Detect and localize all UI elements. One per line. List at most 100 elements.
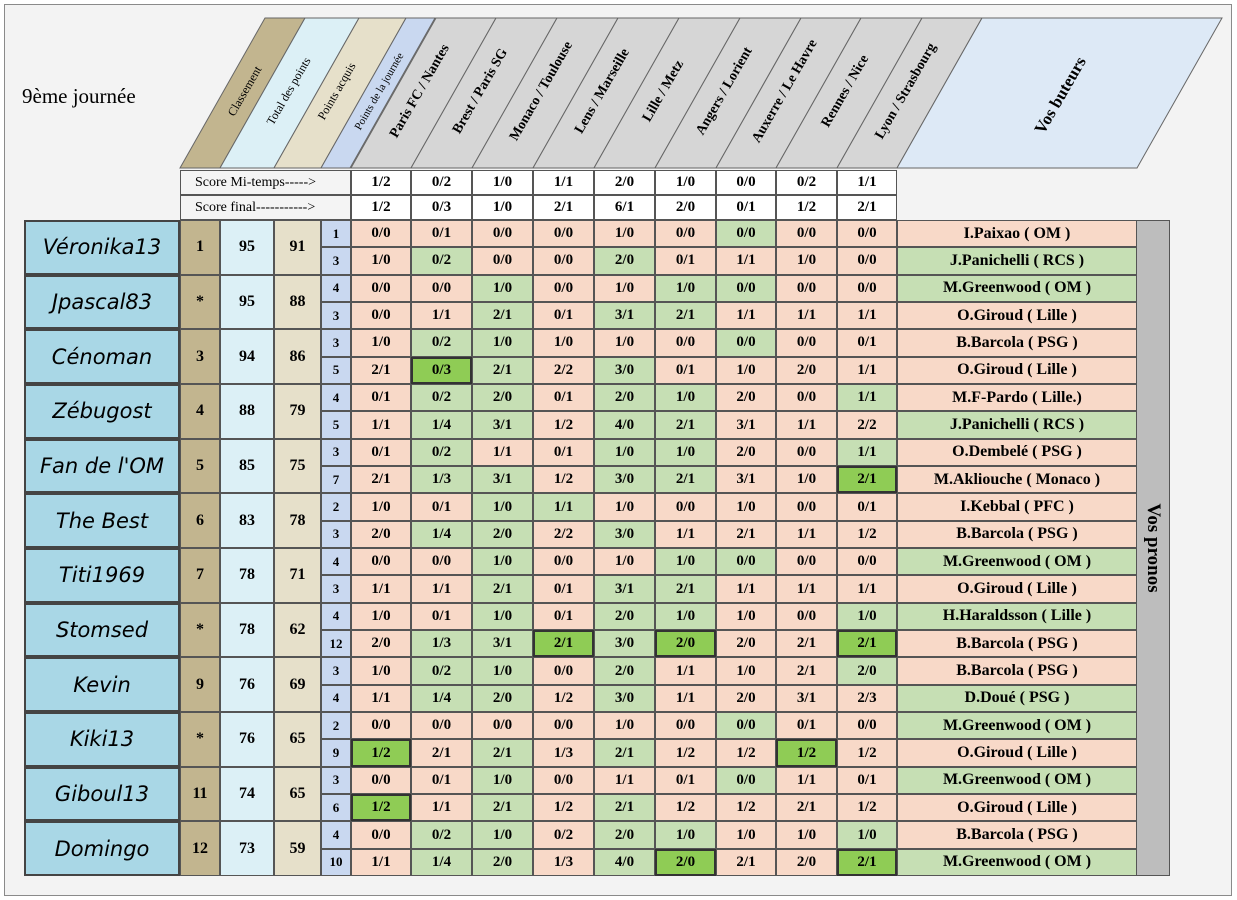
score-final-cell: 1/2 xyxy=(351,195,411,220)
prono-cell: 0/0 xyxy=(716,274,776,302)
player-name: Titi1969 xyxy=(24,548,180,603)
player-total-points: 95 xyxy=(220,220,274,275)
prono-cell: 0/1 xyxy=(655,247,716,275)
prono-cell: 0/2 xyxy=(411,384,472,412)
prono-cell: 1/0 xyxy=(351,602,411,631)
prono-cell: 0/0 xyxy=(776,384,837,412)
player-rank: 1 xyxy=(180,220,220,275)
points-journee: 12 xyxy=(321,630,351,658)
player-rank: * xyxy=(180,274,220,330)
prono-cell: 1/2 xyxy=(716,794,776,822)
points-journee: 1 xyxy=(321,220,351,248)
points-journee: 4 xyxy=(321,274,351,302)
prono-cell: 0/0 xyxy=(716,329,776,357)
buteur-cell: M.Akliouche ( Monaco ) xyxy=(897,466,1137,494)
player-points-acquis: 59 xyxy=(274,821,321,877)
prono-cell: 1/0 xyxy=(351,329,411,357)
prono-cell: 1/0 xyxy=(351,247,411,275)
prono-cell: 1/0 xyxy=(472,493,533,521)
prono-cell: 0/1 xyxy=(351,384,411,412)
prono-cell: 0/0 xyxy=(837,548,897,576)
prono-cell: 2/1 xyxy=(533,630,594,658)
prono-cell: 0/0 xyxy=(351,220,411,248)
prono-cell: 2/1 xyxy=(776,657,837,685)
player-total-points: 76 xyxy=(220,657,274,713)
prono-cell: 1/1 xyxy=(351,848,411,877)
prono-cell: 2/1 xyxy=(655,466,716,494)
prono-cell: 1/2 xyxy=(351,794,411,822)
prono-cell: 2/1 xyxy=(472,575,533,603)
prono-cell: 1/0 xyxy=(472,274,533,302)
player-total-points: 74 xyxy=(220,766,274,822)
prono-cell: 0/2 xyxy=(411,821,472,849)
prono-cell: 2/0 xyxy=(716,384,776,412)
prono-cell: 2/0 xyxy=(655,630,716,658)
buteur-cell: M.Greenwood ( OM ) xyxy=(897,848,1137,877)
prono-cell: 1/0 xyxy=(655,438,716,466)
player-name: Véronika13 xyxy=(24,220,180,275)
buteur-cell: J.Panichelli ( RCS ) xyxy=(897,247,1137,275)
prono-cell: 0/0 xyxy=(351,712,411,740)
prono-cell: 2/1 xyxy=(594,794,655,822)
player-rank: * xyxy=(180,712,220,767)
prono-cell: 1/1 xyxy=(716,302,776,330)
prono-cell: 0/1 xyxy=(411,493,472,521)
buteur-cell: O.Giroud ( Lille ) xyxy=(897,575,1137,603)
points-journee: 3 xyxy=(321,302,351,330)
prono-cell: 2/0 xyxy=(472,684,533,713)
prono-cell: 1/2 xyxy=(837,739,897,767)
prono-cell: 0/0 xyxy=(837,274,897,302)
prono-cell: 1/1 xyxy=(837,302,897,330)
prono-cell: 1/0 xyxy=(594,329,655,357)
prono-cell: 3/1 xyxy=(594,302,655,330)
player-name: Fan de l'OM xyxy=(24,438,180,494)
prono-cell: 2/1 xyxy=(655,411,716,439)
player-total-points: 73 xyxy=(220,821,274,877)
prono-cell: 2/0 xyxy=(472,848,533,877)
buteur-cell: I.Kebbal ( PFC ) xyxy=(897,493,1137,521)
prono-cell: 0/0 xyxy=(716,220,776,248)
prono-cell: 0/0 xyxy=(655,329,716,357)
prono-cell: 1/1 xyxy=(716,247,776,275)
prono-cell: 0/0 xyxy=(351,821,411,849)
prono-cell: 2/0 xyxy=(776,848,837,877)
prono-cell: 4/0 xyxy=(594,848,655,877)
points-journee: 4 xyxy=(321,384,351,412)
prono-cell: 0/0 xyxy=(472,247,533,275)
prono-cell: 1/3 xyxy=(533,739,594,767)
prono-cell: 1/1 xyxy=(594,766,655,795)
buteur-cell: O.Giroud ( Lille ) xyxy=(897,739,1137,767)
prono-cell: 0/2 xyxy=(411,438,472,466)
buteur-cell: B.Barcola ( PSG ) xyxy=(897,821,1137,849)
prono-cell: 0/1 xyxy=(351,438,411,466)
prono-cell: 1/4 xyxy=(411,848,472,877)
prono-cell: 0/0 xyxy=(533,766,594,795)
buteur-cell: M.Greenwood ( OM ) xyxy=(897,712,1137,740)
prono-cell: 1/0 xyxy=(837,602,897,631)
prono-cell: 2/0 xyxy=(351,520,411,548)
prono-cell: 3/1 xyxy=(472,630,533,658)
prono-cell: 1/0 xyxy=(594,712,655,740)
points-journee: 4 xyxy=(321,684,351,713)
player-total-points: 88 xyxy=(220,384,274,439)
score-final-cell: 2/0 xyxy=(655,195,716,220)
prono-cell: 1/1 xyxy=(837,356,897,384)
player-points-acquis: 65 xyxy=(274,766,321,822)
player-points-acquis: 69 xyxy=(274,657,321,713)
score-mi-temps-cell: 0/2 xyxy=(411,170,472,195)
prono-cell: 2/0 xyxy=(594,247,655,275)
player-name: Domingo xyxy=(24,821,180,877)
player-points-acquis: 62 xyxy=(274,602,321,658)
prono-cell: 1/0 xyxy=(594,220,655,248)
prono-cell: 2/3 xyxy=(837,684,897,713)
points-journee: 2 xyxy=(321,712,351,740)
prono-cell: 0/2 xyxy=(411,329,472,357)
prono-cell: 1/2 xyxy=(776,739,837,767)
player-name: Cénoman xyxy=(24,329,180,384)
points-journee: 3 xyxy=(321,329,351,357)
player-total-points: 94 xyxy=(220,329,274,384)
points-journee: 4 xyxy=(321,548,351,576)
prono-cell: 1/1 xyxy=(716,575,776,603)
prono-cell: 2/0 xyxy=(351,630,411,658)
prono-cell: 1/0 xyxy=(472,821,533,849)
